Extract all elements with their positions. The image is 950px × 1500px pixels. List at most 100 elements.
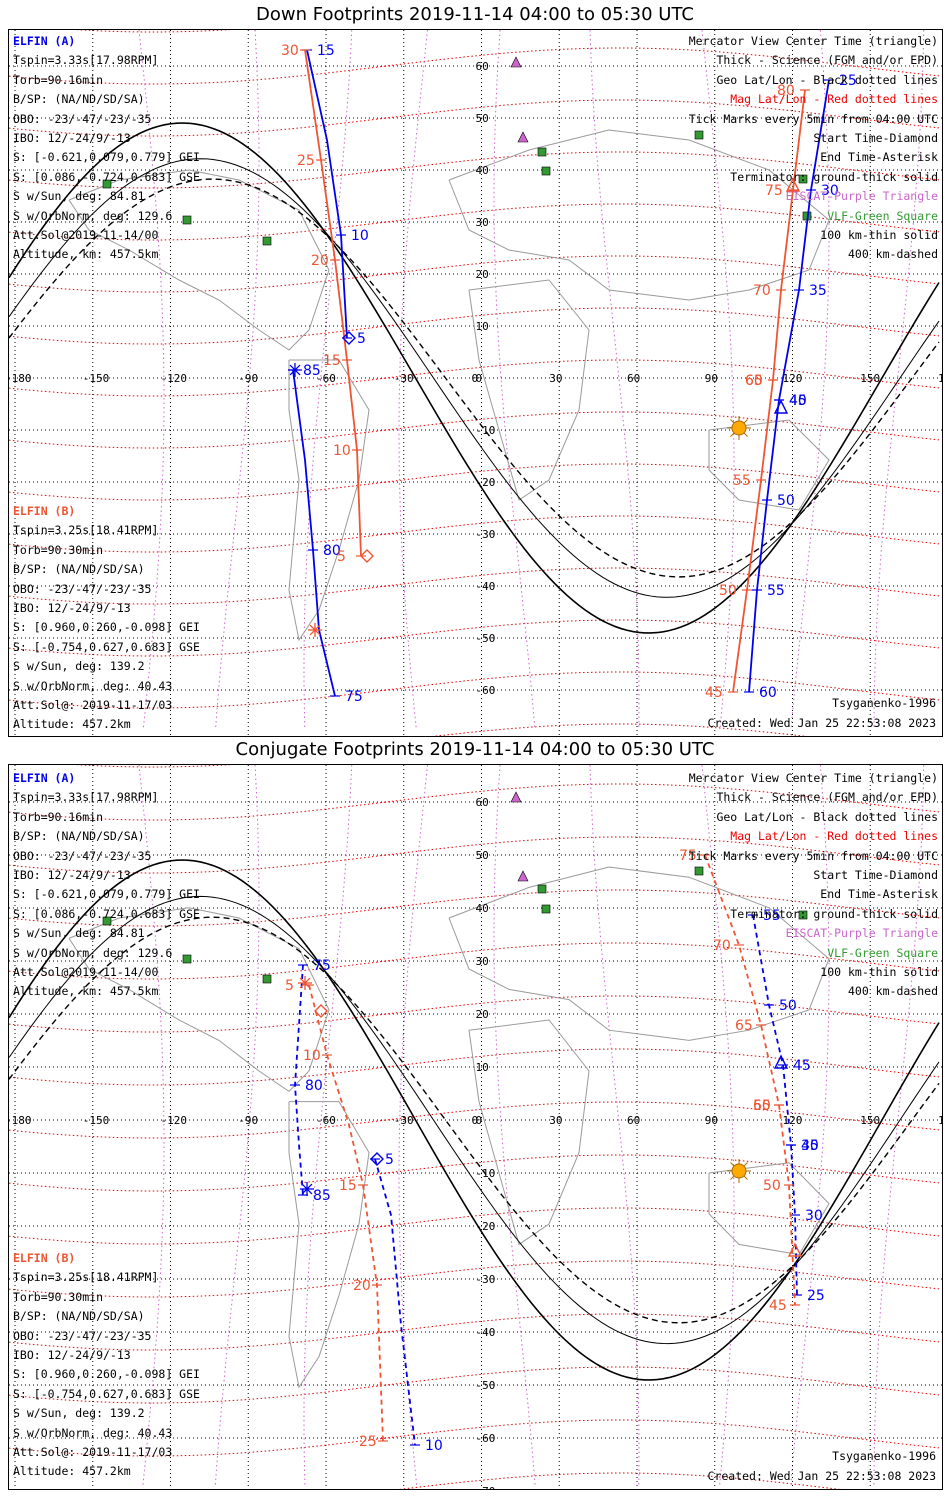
down-footprints-title: Down Footprints 2019-11-14 04:00 to 05:3… [256,4,694,25]
elfin-b-line: Att.Sol@: 2019-11-17/03 [13,1445,173,1460]
lat-tick-label: 50 [476,112,489,125]
down-track-b-east-label: 45 [705,685,723,701]
down-track-a-east-label: 35 [809,283,827,299]
vlf-square [102,916,112,926]
conj-track-b-east-label: 50 [763,1178,781,1194]
vlf-square [182,215,192,225]
elfin-b-header: ELFIN (B) [13,1251,76,1265]
continent-outline [288,359,370,642]
lon-tick-label: -90 [238,1114,258,1127]
mag-lat-line [9,671,940,709]
lat-tick-label: 60 [476,60,489,73]
conjugate-map: -180-150-120-90-60-300306090120150180706… [9,765,942,1489]
legend-item: Tick Marks every 5min from 04:00 UTC [688,111,938,126]
elfin-a-line: Torb=90.16min [13,809,104,824]
conj-track-b-west-label: 5 [285,978,294,994]
lat-tick-label: 50 [476,849,489,862]
lon-tick-label: 180 [938,1114,942,1127]
model-label: Tsyganenko-1996 [832,1449,936,1463]
conj-track-a-west-label: 75 [313,958,331,974]
legend-item: Thick - Science (FGM and/or EPD) [716,790,938,805]
down-track-a-north-label: 15 [317,43,335,59]
legend-item: Thick - Science (FGM and/or EPD) [716,53,938,68]
down-track-b-east-label: 80 [777,83,795,99]
mag-lon-line [873,765,925,1486]
legend-item: Start Time-Diamond [813,868,938,883]
legend-item: Tick Marks every 5min from 04:00 UTC [688,848,938,863]
elfin-b-line: B/SP: (NA/ND/SD/SA) [13,1309,145,1324]
vlf-square [694,866,704,876]
lon-tick-label: -180 [9,1114,32,1127]
elfin-b-line: Tspin=3.25s[18.41RPM] [13,523,159,538]
elfin-a-line: S: [-0.621,0.079,0.779] GEI [13,887,200,902]
sun-ray [743,419,748,424]
elfin-a-line: S w/OrbNorm, deg: 129.6 [13,208,173,223]
eiscat-triangle [510,791,522,803]
elfin-b-line: Tspin=3.25s[18.41RPM] [13,1270,159,1285]
down-track-b-east-label: 70 [753,283,771,299]
down-track-a-north [306,49,348,339]
mag-lat-line [9,151,940,189]
conj-track-a-east-label: 55 [763,908,781,924]
elfin-a-line: IBO: 12/-24/9/-13 [13,868,131,883]
mag-lat-line [9,1048,940,1086]
elfin-b-header: ELFIN (B) [13,504,76,518]
lon-tick-label: -60 [316,1114,336,1127]
down-track-b-north-label: 30 [281,43,299,59]
mag-lat-line [9,1207,940,1245]
lat-tick-label: 20 [476,1008,489,1021]
end-asterisk [289,364,301,376]
elfin-a-line: Att.Sol@2019-11-14/00 [13,228,159,243]
vlf-square [798,174,808,184]
lon-tick-label: 0 [472,1114,479,1127]
elfin-b-lines: Tspin=3.25s[18.41RPM] Torb=90.30min B/SP: … [13,1268,200,1481]
lon-tick-label: 120 [783,372,803,385]
mag-lat-line [9,1260,940,1298]
lon-tick-label: 180 [938,372,942,385]
mag-lat-line [9,1419,940,1457]
conj-track-a-mid [374,1158,416,1446]
created-label: Created: Wed Jan 25 22:53:08 2023 [707,1469,936,1483]
down-track-b-east-label: 55 [733,473,751,489]
continent-outline [708,1162,830,1256]
lat-tick-label: -20 [476,476,496,489]
mag-lat-line [9,1154,940,1192]
mag-lat-line [398,1472,841,1489]
elfin-a-info: ELFIN (A) Tspin=3.33s[17.98RPM] Torb=90.1… [13,32,200,265]
mag-lon-line [589,765,640,1486]
continent-outline [468,1019,590,1246]
down-track-a-north-label: 5 [357,331,366,347]
elfin-a-lines: Tspin=3.33s[17.98RPM] Torb=90.16min B/SP: … [13,51,200,264]
sun-ray [730,419,735,424]
continent-outline [448,129,830,301]
mag-lat-line [9,515,940,553]
legend-item: Start Time-Diamond [813,131,938,146]
mag-lon-line [398,765,429,1486]
legend-item: Geo Lat/Lon - Black dotted lines [716,72,938,87]
lon-tick-label: 60 [627,1114,640,1127]
eiscat-triangle [517,870,529,882]
lon-tick-label: 150 [860,372,880,385]
vlf-square [541,166,551,176]
conj-track-a-east-label: 35 [801,1138,819,1154]
start-diamond [314,1004,328,1018]
lon-tick-label: 60 [627,372,640,385]
terminator-line [9,122,940,634]
legend-item: Mercator View Center Time (triangle) [688,771,938,785]
sun-icon [731,1163,747,1179]
lat-tick-label: 30 [476,216,489,229]
elfin-b-line: Att.Sol@: 2019-11-17/03 [13,698,173,713]
center-triangle [785,177,801,192]
mag-lon-line [493,765,536,1486]
elfin-a-line: S w/Sun, deg: 84.81 [13,189,145,204]
legend-item: EISCAT-Purple Triangle [785,926,938,941]
mag-lat-line [9,307,940,345]
lat-tick-label: -40 [476,580,496,593]
elfin-a-line: S w/OrbNorm, deg: 129.6 [13,945,173,960]
elfin-a-line: B/SP: (NA/ND/SD/SA) [13,92,145,107]
conj-track-b-west-label: 20 [353,1278,371,1294]
end-asterisk [299,977,311,989]
terminator-line [9,916,940,1324]
elfin-a-header: ELFIN (A) [13,771,76,785]
created-label: Created: Wed Jan 25 22:53:08 2023 [707,716,936,730]
